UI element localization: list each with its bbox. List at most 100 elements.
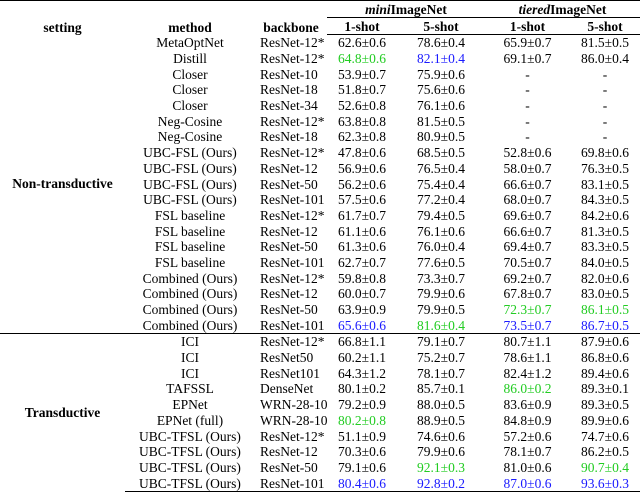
table-row: Closer ResNet-34 52.6±0.8 76.1±0.6 - - xyxy=(0,98,640,114)
value-cell: 90.7±0.4 xyxy=(581,459,629,475)
table-section: Non-transductive MetaOptNet ResNet-12* 62.6… xyxy=(0,35,640,334)
value-cell: 80.1±0.2 xyxy=(338,381,386,397)
backbone-cell: ResNet-12 xyxy=(260,444,318,460)
value-cell: - xyxy=(525,129,530,145)
table-row: Closer ResNet-10 53.9±0.7 75.9±0.6 - - xyxy=(0,66,640,82)
value-cell: 69.8±0.6 xyxy=(581,145,629,161)
backbone-cell: ResNet-12* xyxy=(260,145,325,161)
method-cell: Closer xyxy=(172,82,208,98)
method-cell: FSL baseline xyxy=(154,254,226,270)
method-cell: ICI xyxy=(181,365,199,381)
method-cell: FSL baseline xyxy=(154,239,226,255)
method-cell: Combined (Ours) xyxy=(142,286,238,302)
value-cell: 67.8±0.7 xyxy=(503,286,552,302)
value-cell: 59.8±0.8 xyxy=(338,270,386,286)
value-cell: 79.4±0.5 xyxy=(417,207,465,223)
value-cell: - xyxy=(602,113,608,129)
backbone-cell: ResNet-12* xyxy=(260,207,325,223)
table-header: setting method backbone miniImageNet tieredI… xyxy=(0,0,640,35)
backbone-cell: ResNet-12 xyxy=(260,223,318,239)
value-cell: 92.8±0.2 xyxy=(397,475,485,492)
backbone-cell: ResNet-50 xyxy=(260,176,318,192)
table-row: Combined (Ours) ResNet-101 65.6±0.6 81.6±0.… xyxy=(0,317,640,333)
table-row: Combined (Ours) ResNet-12* 59.8±0.8 73.3±0.… xyxy=(0,270,640,286)
method-cell: ICI xyxy=(181,350,199,366)
value-cell: 77.2±0.4 xyxy=(417,192,465,208)
backbone-cell: ResNet-18 xyxy=(260,82,318,98)
group-name: ImageNet xyxy=(390,1,447,17)
value-cell: 80.9±0.5 xyxy=(417,129,465,145)
method-cell: UBC-TFSL (Ours) xyxy=(139,459,241,475)
header-row: setting method backbone miniImageNet tieredI… xyxy=(0,0,640,35)
value-cell: 80.2±0.8 xyxy=(338,412,386,428)
subcolumn-header: 5-shot xyxy=(397,17,485,35)
group-header: miniImageNet xyxy=(327,0,485,18)
table-row: UBC-FSL (Ours) ResNet-12* 47.8±0.6 68.5±0.5… xyxy=(0,145,640,161)
method-cell: UBC-FSL (Ours) xyxy=(143,192,237,208)
value-cell: 69.6±0.7 xyxy=(503,207,552,223)
value-cell: 81.0±0.6 xyxy=(503,459,552,475)
value-cell: 65.9±0.7 xyxy=(503,35,552,51)
value-cell: 86.0±0.4 xyxy=(581,51,629,67)
backbone-cell: ResNet-50 xyxy=(260,302,318,318)
table-row: ICI ResNet101 64.3±1.2 78.1±0.7 82.4±1.2 89.4… xyxy=(0,365,640,381)
value-cell: 60.2±1.1 xyxy=(338,350,386,366)
table-row: FSL baseline ResNet-50 61.3±0.6 76.0±0.4 69.… xyxy=(0,239,640,255)
value-cell: 83.0±0.5 xyxy=(581,286,629,302)
value-cell: - xyxy=(602,129,608,145)
value-cell: - xyxy=(525,98,530,114)
backbone-cell: ResNet-12* xyxy=(260,35,325,51)
value-cell: 63.9±0.9 xyxy=(338,302,386,318)
method-cell: UBC-TFSL (Ours) xyxy=(139,428,241,444)
table-row: EPNet WRN-28-10 79.2±0.9 88.0±0.5 83.6±0.9 89… xyxy=(0,397,640,413)
value-cell: 73.3±0.7 xyxy=(417,270,465,286)
value-cell: 81.3±0.5 xyxy=(581,223,629,239)
method-cell: UBC-TFSL (Ours) xyxy=(139,444,241,460)
backbone-cell: ResNet101 xyxy=(260,365,320,381)
group-name: ImageNet xyxy=(550,1,607,17)
value-cell: - xyxy=(602,82,608,98)
backbone-cell: ResNet-10 xyxy=(260,66,318,82)
column-header: method xyxy=(125,0,255,35)
backbone-cell: ResNet-101 xyxy=(260,317,325,333)
value-cell: 60.0±0.7 xyxy=(338,286,386,302)
value-cell: 86.7±0.5 xyxy=(581,317,629,333)
value-cell: 79.2±0.9 xyxy=(338,397,386,413)
backbone-cell: ResNet-12 xyxy=(260,286,318,302)
value-cell: 79.1±0.6 xyxy=(338,459,386,475)
value-cell: 70.3±0.6 xyxy=(338,444,386,460)
backbone-cell: WRN-28-10 xyxy=(260,412,328,428)
value-cell: 76.1±0.6 xyxy=(417,223,465,239)
value-cell: 89.4±0.6 xyxy=(581,365,629,381)
value-cell: 81.6±0.4 xyxy=(417,317,465,333)
value-cell: 69.2±0.7 xyxy=(503,270,552,286)
backbone-cell: ResNet-12* xyxy=(260,113,325,129)
value-cell: 84.8±0.9 xyxy=(503,412,552,428)
value-cell: 58.0±0.7 xyxy=(503,160,552,176)
header-row: 1-shot 5-shot 1-shot 5-shot xyxy=(0,17,640,35)
value-cell: - xyxy=(525,113,530,129)
group-prefix: tiered xyxy=(518,1,551,17)
value-cell: 65.6±0.6 xyxy=(338,317,386,333)
value-cell: 47.8±0.6 xyxy=(338,145,386,161)
value-cell: 56.2±0.6 xyxy=(338,176,386,192)
value-cell: 66.6±0.7 xyxy=(503,223,552,239)
value-cell: 61.7±0.7 xyxy=(338,207,386,223)
table-row: UBC-FSL (Ours) ResNet-101 57.5±0.6 77.2±0.4… xyxy=(0,192,640,208)
table-row: FSL baseline ResNet-101 62.7±0.7 77.6±0.5 70… xyxy=(0,255,640,271)
backbone-cell: WRN-28-10 xyxy=(260,397,328,413)
value-cell: 69.4±0.7 xyxy=(503,239,552,255)
value-cell: 75.9±0.6 xyxy=(417,66,465,82)
table-row: ICI ResNet50 60.2±1.1 75.2±0.7 78.6±1.1 86.8±… xyxy=(0,350,640,366)
method-cell: UBC-FSL (Ours) xyxy=(143,145,237,161)
value-cell: 83.3±0.5 xyxy=(581,239,629,255)
value-cell: 93.6±0.3 xyxy=(570,475,640,492)
backbone-cell: ResNet-12* xyxy=(260,270,325,286)
table-row: Neg-Cosine ResNet-18 62.3±0.8 80.9±0.5 - - xyxy=(0,129,640,145)
value-cell: 73.5±0.7 xyxy=(503,317,552,333)
table-row: Distill ResNet-12* 64.8±0.6 82.1±0.4 69.1±0.… xyxy=(0,51,640,67)
value-cell: - xyxy=(602,66,608,82)
value-cell: 85.7±0.1 xyxy=(417,381,465,397)
